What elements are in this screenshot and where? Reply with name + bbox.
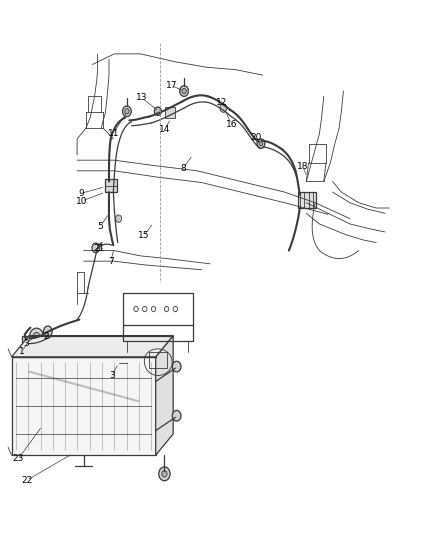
Text: 22: 22 — [21, 476, 32, 484]
Circle shape — [123, 106, 131, 117]
Text: 18: 18 — [297, 162, 309, 171]
Text: 10: 10 — [76, 197, 87, 206]
Circle shape — [257, 139, 265, 149]
Text: 1: 1 — [19, 347, 25, 356]
Text: 20: 20 — [251, 133, 262, 142]
Text: 12: 12 — [215, 98, 227, 107]
Text: 8: 8 — [180, 164, 186, 173]
Circle shape — [172, 361, 181, 372]
Circle shape — [173, 306, 177, 312]
Circle shape — [151, 306, 155, 312]
Bar — [165, 107, 175, 118]
Text: 15: 15 — [138, 231, 150, 240]
Circle shape — [159, 467, 170, 481]
Text: 7: 7 — [108, 257, 113, 265]
Circle shape — [172, 410, 181, 421]
Text: 23: 23 — [12, 455, 24, 463]
Text: 3: 3 — [23, 339, 29, 348]
Bar — [105, 179, 117, 192]
Circle shape — [151, 353, 164, 369]
Circle shape — [134, 306, 138, 312]
Text: 5: 5 — [97, 222, 103, 231]
Circle shape — [116, 215, 122, 222]
Circle shape — [154, 107, 161, 116]
Bar — [12, 357, 155, 455]
Text: 9: 9 — [78, 189, 85, 198]
Text: 14: 14 — [159, 125, 170, 134]
Circle shape — [92, 243, 100, 253]
Circle shape — [180, 86, 188, 96]
Circle shape — [143, 306, 147, 312]
Circle shape — [33, 333, 40, 341]
Circle shape — [164, 306, 169, 312]
Text: 21: 21 — [93, 245, 105, 254]
Circle shape — [162, 471, 167, 477]
Circle shape — [182, 88, 186, 94]
Circle shape — [220, 104, 227, 112]
Circle shape — [125, 109, 129, 114]
Polygon shape — [12, 336, 173, 357]
Bar — [21, 336, 29, 342]
Circle shape — [259, 142, 263, 146]
Polygon shape — [155, 336, 173, 455]
Text: 11: 11 — [108, 129, 119, 138]
Text: 2: 2 — [44, 332, 49, 341]
Circle shape — [29, 328, 43, 345]
Bar — [297, 192, 316, 208]
Text: 3: 3 — [109, 371, 115, 380]
Text: 16: 16 — [226, 119, 237, 128]
Circle shape — [43, 326, 52, 337]
Text: 17: 17 — [166, 81, 177, 90]
Text: 13: 13 — [135, 93, 147, 102]
